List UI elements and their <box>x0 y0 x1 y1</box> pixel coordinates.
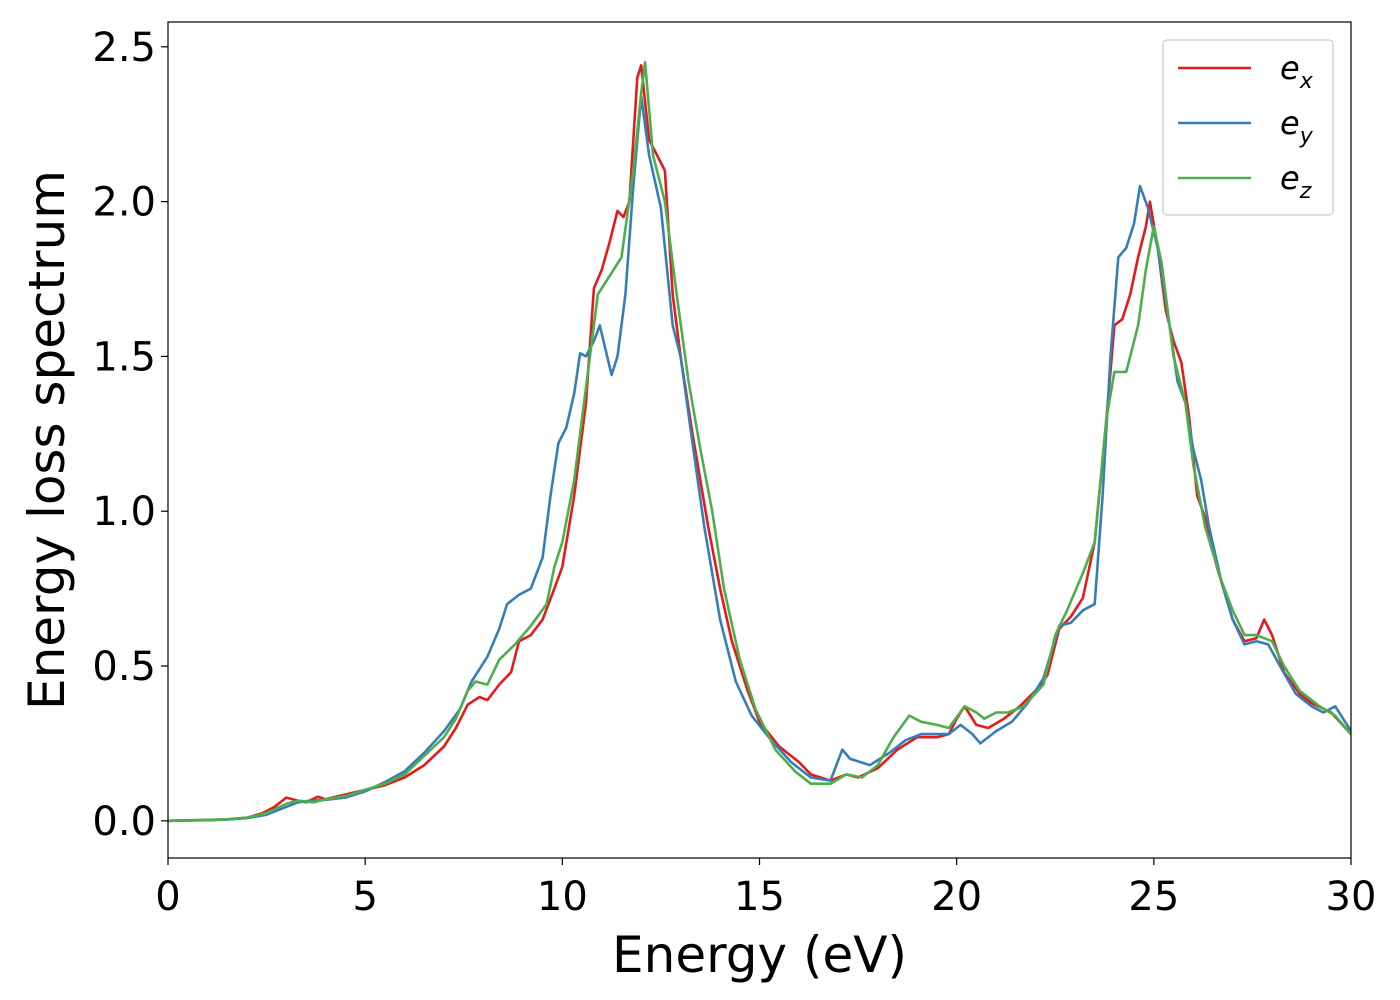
y-tick-label: 0.0 <box>92 799 156 845</box>
series-line-x <box>168 64 1351 823</box>
y-tick-label: 2.0 <box>92 180 156 226</box>
x-tick-label: 30 <box>1326 874 1377 920</box>
y-axis-ticks: 0.0 0.5 1.0 1.5 2.0 2.5 <box>92 25 168 845</box>
legend-label-x: ex <box>1280 49 1314 94</box>
x-tick-label: 10 <box>537 874 588 920</box>
series-line-z <box>168 61 1351 823</box>
y-tick-label: 2.5 <box>92 25 156 71</box>
x-tick-label: 0 <box>155 874 180 920</box>
legend-box <box>1162 39 1334 216</box>
series-lines <box>168 61 1351 823</box>
legend-label-y: ey <box>1280 104 1314 149</box>
legend-label-z: ez <box>1280 159 1312 204</box>
y-tick-label: 1.0 <box>92 489 156 535</box>
x-tick-label: 5 <box>352 874 377 920</box>
y-tick-label: 1.5 <box>92 334 156 380</box>
x-axis-label: Energy (eV) <box>612 926 907 984</box>
y-axis-label: Energy loss spectrum <box>18 170 76 710</box>
x-tick-label: 20 <box>931 874 982 920</box>
legend: ex ey ez <box>1162 39 1334 216</box>
x-tick-label: 25 <box>1128 874 1179 920</box>
x-tick-label: 15 <box>734 874 785 920</box>
x-axis-ticks: 0 5 10 15 20 25 30 <box>155 858 1376 920</box>
y-tick-label: 0.5 <box>92 644 156 690</box>
